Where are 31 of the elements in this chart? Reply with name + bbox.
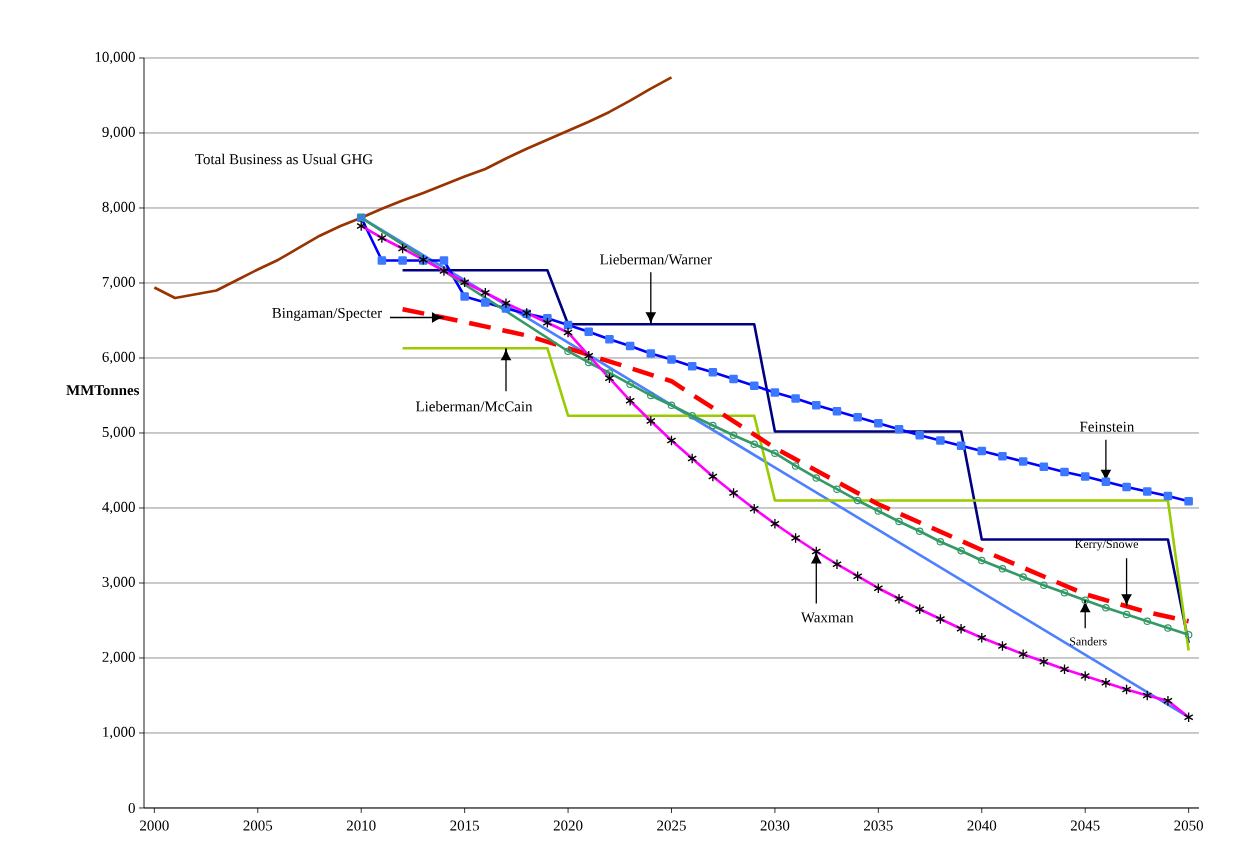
y-tick-label: 1,000 (103, 726, 135, 740)
annotation: Lieberman/McCain (415, 400, 533, 412)
x-tick-label: 2050 (1174, 820, 1204, 831)
x-tick-label: 2005 (243, 820, 273, 831)
y-tick-label: 9,000 (102, 126, 135, 140)
y-tick-label: 2,000 (102, 651, 135, 665)
y-tick-label: 6,000 (102, 351, 135, 365)
annotation: Total Business as Usual GHG (195, 153, 373, 165)
y-tick-label: 8,000 (102, 201, 135, 215)
x-tick-label: 2015 (450, 820, 479, 831)
y-tick-label: 3,000 (102, 576, 135, 590)
annotation: Feinstein (1079, 421, 1135, 432)
annotation: Bingaman/Specter (272, 307, 383, 322)
y-axis-title: MMTonnes (66, 385, 140, 396)
x-tick-label: 2000 (140, 820, 169, 831)
x-tick-label: 2035 (864, 820, 893, 831)
y-tick-label: 0 (128, 802, 135, 814)
annotation: Lieberman/Warner (600, 253, 712, 265)
x-tick-label: 2025 (657, 820, 686, 831)
x-tick-label: 2010 (346, 820, 376, 831)
annotation: Kerry/Snowe (1075, 539, 1139, 551)
y-tick-label: 4,000 (102, 501, 135, 515)
y-tick-label: 5,000 (102, 426, 135, 440)
x-tick-label: 2040 (967, 820, 997, 831)
x-tick-label: 2020 (553, 820, 583, 831)
x-tick-label: 2045 (1070, 820, 1100, 831)
y-tick-label: 10,000 (95, 51, 135, 65)
x-tick-label: 2030 (760, 820, 790, 831)
y-tick-label: 7,000 (102, 276, 135, 290)
annotation: Waxman (800, 612, 854, 623)
annotation: Sanders (1070, 637, 1107, 646)
